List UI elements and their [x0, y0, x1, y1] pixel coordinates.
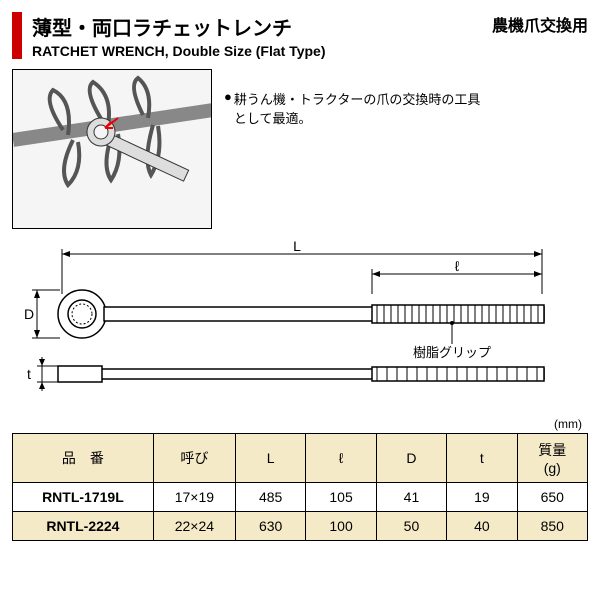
dim-L-label: L	[293, 239, 301, 254]
th-L: L	[235, 434, 305, 483]
th-size: 呼び	[153, 434, 235, 483]
cell-L: 485	[235, 483, 305, 512]
th-mass: 質量 (g)	[517, 434, 587, 483]
cell-mass: 650	[517, 483, 587, 512]
cell-t: 19	[447, 483, 517, 512]
grip-label: 樹脂グリップ	[413, 345, 491, 360]
cell-mass: 850	[517, 512, 587, 541]
table-row: RNTL-1719L 17×19 485 105 41 19 650	[13, 483, 588, 512]
dim-D-label: D	[24, 306, 34, 322]
table-row: RNTL-2224 22×24 630 100 50 40 850	[13, 512, 588, 541]
spec-table: 品 番 呼び L ℓ D t 質量 (g) RNTL-1719L 17×19 4…	[12, 433, 588, 541]
cell-size: 17×19	[153, 483, 235, 512]
cell-l: 105	[306, 483, 376, 512]
title-ja-main: 薄型・両口ラチェットレンチ	[32, 18, 292, 40]
desc-line2: として最適。	[234, 111, 312, 126]
title-ja-sub: 農機爪交換用	[492, 12, 588, 36]
desc-line1: 耕うん機・トラクターの爪の交換時の工具	[234, 92, 480, 107]
cell-L: 630	[235, 512, 305, 541]
th-t: t	[447, 434, 517, 483]
cell-size: 22×24	[153, 512, 235, 541]
title-block: 薄型・両口ラチェットレンチ 農機爪交換用 RATCHET WRENCH, Dou…	[12, 12, 588, 59]
th-part: 品 番	[13, 434, 154, 483]
product-photo	[12, 69, 212, 229]
bullet-icon: ●	[224, 89, 232, 127]
unit-label: (mm)	[12, 417, 588, 431]
th-D: D	[376, 434, 446, 483]
title-en: RATCHET WRENCH, Double Size (Flat Type)	[32, 43, 588, 59]
dim-l-label: ℓ	[455, 258, 460, 274]
cell-t: 40	[447, 512, 517, 541]
th-l: ℓ	[306, 434, 376, 483]
description: ● 耕うん機・トラクターの爪の交換時の工具 として最適。	[224, 69, 588, 229]
cell-part: RNTL-2224	[13, 512, 154, 541]
cell-l: 100	[306, 512, 376, 541]
dimension-diagram: L ℓ	[12, 239, 588, 409]
cell-D: 41	[376, 483, 446, 512]
dim-t-label: t	[27, 366, 31, 382]
cell-part: RNTL-1719L	[13, 483, 154, 512]
cell-D: 50	[376, 512, 446, 541]
